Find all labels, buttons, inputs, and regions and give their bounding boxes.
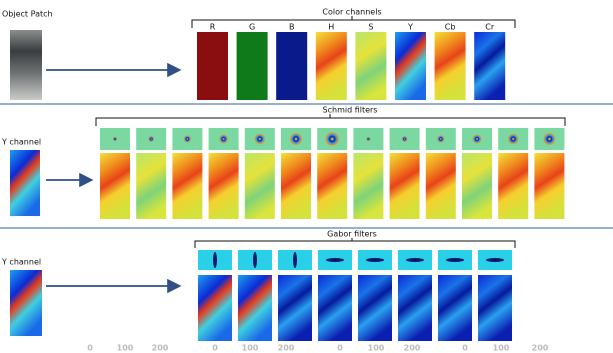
channel-label: Cb [445,23,456,32]
channel-label: B [289,23,295,32]
response-image [498,153,528,219]
response-image [438,275,472,341]
filter-ring [323,129,342,148]
axis-label: 0 [212,344,218,353]
response-image [245,153,275,219]
section-title: Color channels [322,8,381,17]
axis-label: 100 [493,344,510,353]
filter-ring [147,135,155,143]
response-image [318,275,352,341]
response-image [462,153,492,219]
filter-ring [471,133,484,146]
filter-ring [252,132,267,147]
filter-ring [288,131,305,148]
axis-label: 0 [462,344,468,353]
axis-label: 200 [404,344,421,353]
axis-label: 100 [117,344,134,353]
input-image [10,30,42,100]
filter-kernel [213,252,217,268]
input-image [10,150,40,216]
filter-kernel [326,258,344,262]
response-image [198,275,232,341]
channel-image [355,32,386,100]
axis-label: 200 [152,344,169,353]
filter-ring [217,133,230,146]
figure: Object Patch Color channels Y channel Sc… [0,0,613,353]
filter-kernel [446,258,464,262]
response-image [426,153,456,219]
filter-ring [436,134,446,144]
brace [192,16,515,28]
filter-kernel [406,258,424,262]
axis-label: 200 [532,344,549,353]
channel-label: G [249,23,255,32]
channel-label: Cr [485,23,495,32]
channel-image [276,32,307,100]
axis-label: 200 [278,344,295,353]
filter-ring [365,136,371,142]
section-title: Gabor filters [327,230,377,239]
filter-kernel [366,258,384,262]
filter-kernel [293,252,297,268]
channel-image [474,32,505,100]
brace [96,114,565,126]
channel-label: S [368,23,373,32]
brace [195,238,515,248]
filter-ring [401,135,409,143]
channel-image [395,32,426,100]
axis-label: 100 [368,344,385,353]
response-image [238,275,272,341]
section-title: Schmid filters [323,106,378,115]
filter-ring [182,134,192,144]
filter-ring [506,132,521,147]
response-image [358,275,392,341]
response-image [534,153,564,219]
response-image [278,275,312,341]
response-image [209,153,239,219]
channel-image [316,32,347,100]
input-label: Y channel [1,258,41,267]
response-image [172,153,202,219]
input-label: Object Patch [2,10,53,19]
response-image [353,153,383,219]
response-image [398,275,432,341]
axis-label: 100 [242,344,259,353]
filter-kernel [253,252,257,268]
axis-label: 0 [337,344,343,353]
response-image [390,153,420,219]
channel-label: R [210,23,216,32]
response-image [317,153,347,219]
response-image [478,275,512,341]
filter-kernel [486,258,504,262]
channel-label: Y [407,23,413,32]
input-label: Y channel [1,138,41,147]
input-image [10,270,42,336]
response-image [100,153,130,219]
filter-ring [112,136,118,142]
filter-ring [541,131,558,148]
response-image [281,153,311,219]
response-image [136,153,166,219]
channel-label: H [328,23,334,32]
axis-label: 0 [87,344,93,353]
channel-image [237,32,268,100]
channel-image [435,32,466,100]
channel-image [197,32,228,100]
